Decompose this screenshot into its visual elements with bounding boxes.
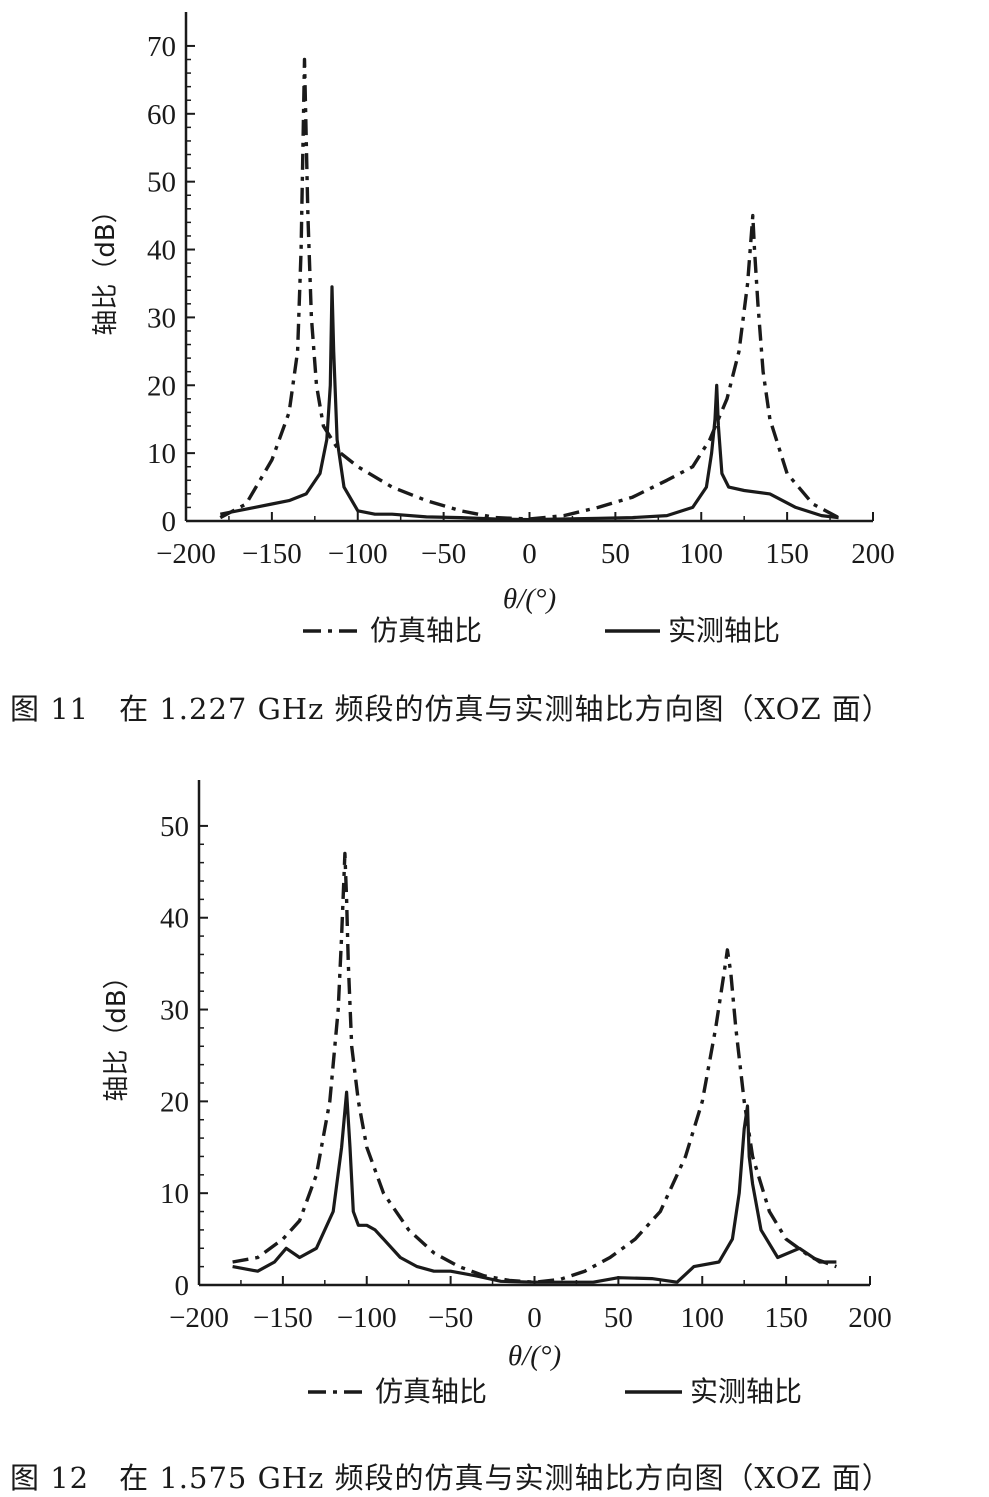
y-tick-label: 50 — [147, 167, 176, 199]
x-tick-label: 150 — [765, 538, 809, 570]
x-tick-label: −150 — [253, 1302, 313, 1334]
x-tick-label: 50 — [601, 538, 630, 570]
y-tick-label: 40 — [160, 903, 189, 935]
y-tick-label: 10 — [147, 438, 176, 470]
x-tick-label: 50 — [604, 1302, 633, 1334]
y-axis-label: 轴比（dB） — [91, 197, 121, 335]
y-tick-label: 70 — [147, 31, 176, 63]
x-tick-label: 200 — [851, 538, 895, 570]
axis-ratio-chart-1575: 0 10 20 30 40 50 −200 −150 −100 −50 0 50 100 150 200 轴比… — [102, 780, 892, 1408]
x-tick-label: −50 — [421, 538, 466, 570]
legend-label-simulated: 仿真轴比 — [375, 1375, 487, 1408]
x-tick-label: −100 — [337, 1302, 397, 1334]
x-axis-label: θ/(°) — [503, 583, 556, 615]
y-tick-label: 40 — [147, 235, 176, 267]
y-tick-label: 30 — [147, 302, 176, 334]
x-tick-label: 0 — [522, 538, 537, 570]
figure-12: 0 10 20 30 40 50 −200 −150 −100 −50 0 50 100 150 200 轴比… — [0, 765, 989, 1495]
x-tick-label: −150 — [242, 538, 302, 570]
y-tick-label: 0 — [162, 506, 177, 538]
simulated-axis-ratio-line — [219, 57, 840, 521]
x-tick-label: 200 — [848, 1302, 892, 1334]
y-tick-label: 20 — [160, 1086, 189, 1118]
x-tick-label: −200 — [169, 1302, 229, 1334]
x-tick-label: −50 — [428, 1302, 473, 1334]
x-tick-label: −200 — [156, 538, 216, 570]
legend-label-measured: 实测轴比 — [668, 614, 780, 647]
y-tick-label: 20 — [147, 370, 176, 402]
y-tick-label: 50 — [160, 811, 189, 843]
x-tick-label: 100 — [680, 538, 724, 570]
simulated-axis-ratio-line — [232, 851, 837, 1284]
figure-caption: 图 11 在 1.227 GHz 频段的仿真与实测轴比方向图（XOZ 面） — [10, 692, 892, 726]
x-tick-label: 150 — [764, 1302, 808, 1334]
x-axis-label: θ/(°) — [508, 1340, 561, 1372]
y-axis-label: 轴比（dB） — [102, 963, 132, 1101]
measured-axis-ratio-line — [232, 1090, 837, 1284]
x-tick-label: 0 — [527, 1302, 542, 1334]
legend-label-measured: 实测轴比 — [690, 1375, 802, 1408]
legend-label-simulated: 仿真轴比 — [370, 614, 482, 647]
figure-caption: 图 12 在 1.575 GHz 频段的仿真与实测轴比方向图（XOZ 面） — [10, 1461, 892, 1495]
x-tick-label: −100 — [328, 538, 388, 570]
figure-11: 0 10 20 30 40 50 60 70 −200 −150 −100 −50 0 50 100 150 2… — [0, 0, 989, 740]
measured-axis-ratio-line — [219, 285, 839, 522]
x-tick-label: 100 — [681, 1302, 725, 1334]
y-tick-label: 10 — [160, 1178, 189, 1210]
axis-ratio-chart-1227: 0 10 20 30 40 50 60 70 −200 −150 −100 −50 0 50 100 150 2… — [91, 12, 895, 647]
y-tick-label: 0 — [175, 1270, 190, 1302]
y-tick-label: 30 — [160, 995, 189, 1027]
y-tick-label: 60 — [147, 99, 176, 131]
